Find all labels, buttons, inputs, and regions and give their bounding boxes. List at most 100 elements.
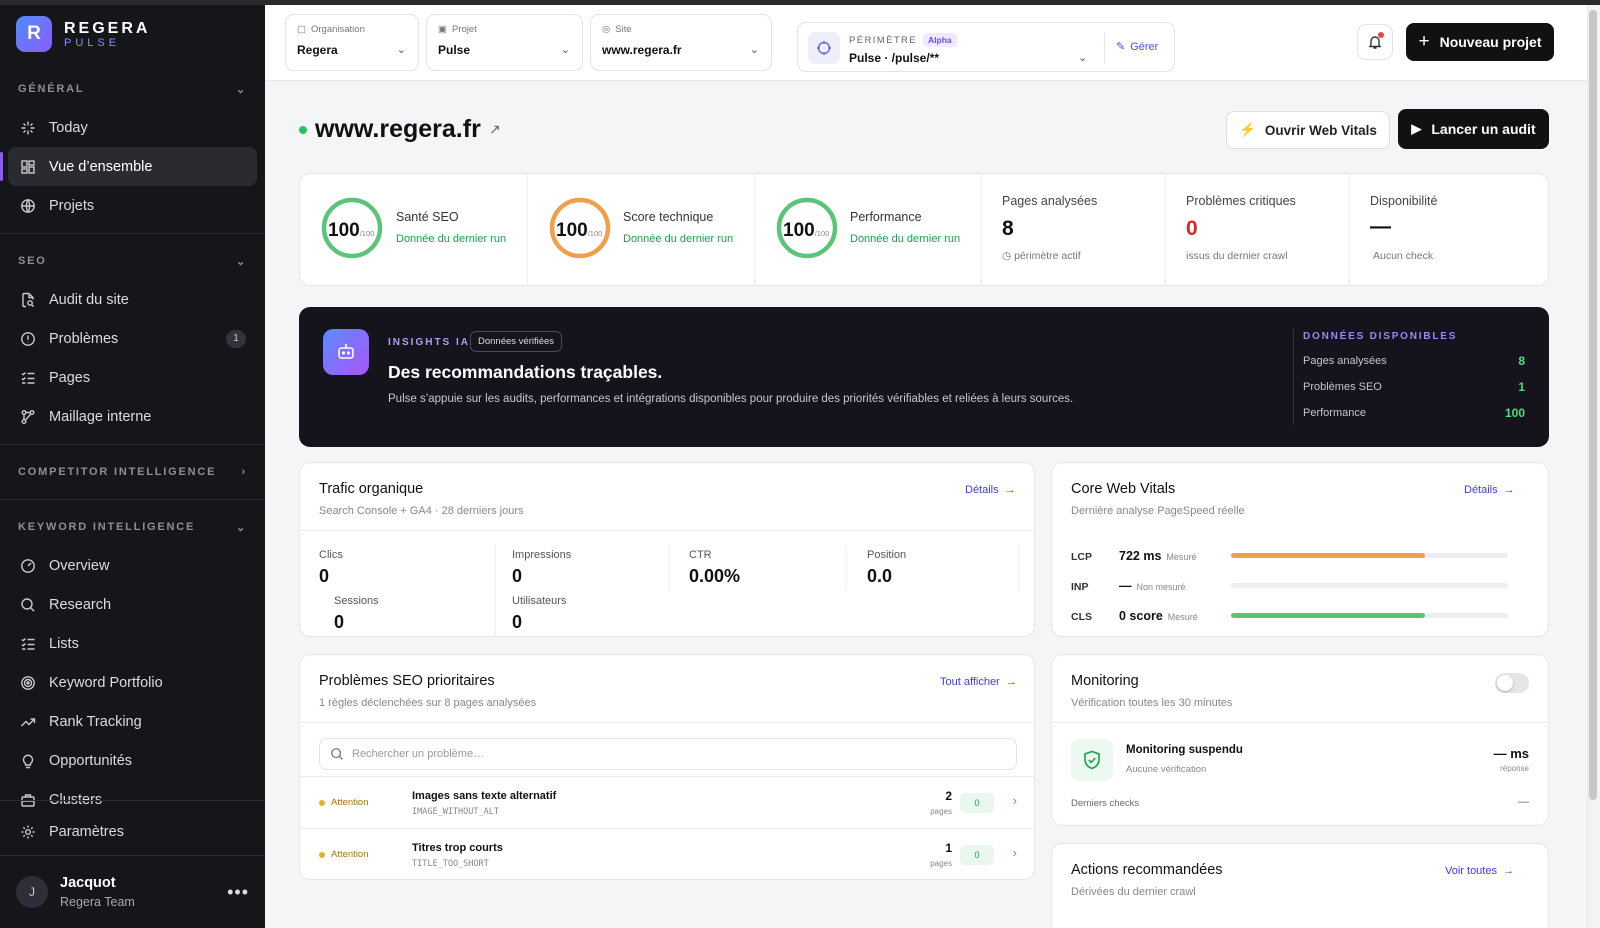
show-all-link[interactable]: Tout afficher → [940,676,1017,688]
sidebar-item-overview[interactable]: Overview [8,546,257,585]
cwv-details-link[interactable]: Détails → [1464,484,1515,496]
issue-search-input[interactable]: Rechercher un problème… [319,738,1017,770]
core-web-vitals-card: Core Web Vitals Dernière analyse PageSpe… [1051,462,1549,637]
sidebar-item-keyword-portfolio[interactable]: Keyword Portfolio [8,663,257,702]
sidebar-item-clusters[interactable]: Clusters [8,780,257,819]
organisation-select[interactable]: ▢ Organisation Regera ⌄ [285,14,419,71]
seo-issues-card: Problèmes SEO prioritaires 1 règles décl… [299,654,1036,880]
run-audit-button[interactable]: ▶ Lancer un audit [1398,109,1549,149]
grid-icon [19,158,37,176]
chevron-down-icon: ⌄ [235,83,247,96]
section-seo[interactable]: SEO ⌄ [0,242,265,280]
divider [1293,329,1294,425]
metric-value: 0 [319,566,330,586]
sidebar-footer: Paramètres [0,800,265,851]
card-title: Problèmes SEO prioritaires [319,673,495,689]
project-label: ▣ Projet [438,24,571,35]
sidebar-item-problemes[interactable]: Problèmes 1 [8,319,257,358]
list-check-icon [19,635,37,653]
clock-icon: ◷ [1002,250,1012,262]
issue-unit: pages [930,807,952,816]
toggle-knob [1497,675,1513,691]
cwv-bar [1231,553,1508,558]
data-row-label: Problèmes SEO [1303,381,1382,393]
sidebar-item-maillage[interactable]: Maillage interne [8,397,257,436]
brand[interactable]: R REGERA PULSE [16,16,150,52]
sidebar-item-research[interactable]: Research [8,585,257,624]
traffic-details-link[interactable]: Détails → [965,484,1016,496]
divider [0,499,265,500]
cwv-value-text: — [1119,579,1132,593]
section-title: GÉNÉRAL [18,83,85,95]
stat-value: — [1370,215,1391,238]
open-web-vitals-button[interactable]: ⚡ Ouvrir Web Vitals [1226,111,1390,149]
sidebar-item-opportunites[interactable]: Opportunités [8,741,257,780]
metric-label: Clics [319,549,343,561]
sidebar-item-audit[interactable]: Audit du site [8,280,257,319]
sidebar-item-parametres[interactable]: Paramètres [8,812,257,851]
section-general[interactable]: GÉNÉRAL ⌄ [0,70,265,108]
section-keyword[interactable]: KEYWORD INTELLIGENCE ⌄ [0,508,265,546]
cwv-value-text: 722 ms [1119,549,1162,563]
page-title: www.regera.fr [315,115,481,143]
external-link-icon[interactable]: ↗ [489,121,501,137]
sidebar-item-projets[interactable]: Projets [8,186,257,225]
cwv-metric-value: 0 score Mesuré [1119,609,1198,623]
lightbulb-icon [19,752,37,770]
cwv-metric-name: INP [1071,581,1089,593]
see-all-actions-link[interactable]: Voir toutes → [1445,865,1514,877]
status-dot [299,126,307,134]
verified-badge: Données vérifiées [470,331,563,352]
monitoring-status: Monitoring suspendu [1126,744,1243,756]
sidebar-item-label: Maillage interne [49,408,152,425]
data-row-value: 8 [1518,354,1525,368]
sidebar-item-vue-ensemble[interactable]: Vue d’ensemble [0,147,257,186]
scrollbar-thumb[interactable] [1589,10,1597,800]
chevron-down-icon: ⌄ [235,255,247,268]
new-project-button[interactable]: + Nouveau projet [1406,23,1554,61]
section-title: KEYWORD INTELLIGENCE [18,521,196,533]
cwv-metric-value: — Non mesuré [1119,579,1186,593]
monitoring-toggle[interactable] [1495,673,1529,693]
folder-icon: ▣ [438,24,447,35]
manage-perimeter-button[interactable]: ✎ Gérer [1116,40,1158,54]
select-label: Organisation [310,24,365,35]
arrow-right-icon: → [1503,484,1515,496]
sidebar-item-rank-tracking[interactable]: Rank Tracking [8,702,257,741]
stat-sub: issus du dernier crawl [1186,250,1288,262]
score-max: /100 [587,229,603,238]
card-subtitle: Vérification toutes les 30 minutes [1071,697,1233,709]
card-subtitle: 1 règles déclenchées sur 8 pages analysé… [319,697,537,709]
score-label: Score technique [623,210,714,224]
section-competitor[interactable]: COMPETITOR INTELLIGENCE › [0,453,265,491]
more-icon[interactable]: ••• [227,881,249,902]
project-select[interactable]: ▣ Projet Pulse ⌄ [426,14,583,71]
response-time: — ms [1493,746,1529,761]
site-select[interactable]: ◎ Site www.regera.fr ⌄ [590,14,772,71]
plus-icon: + [1418,31,1430,52]
issue-fixed-chip: 0 [960,845,994,865]
sidebar-item-pages[interactable]: Pages [8,358,257,397]
issue-row[interactable]: Attention Images sans texte alternatif I… [300,776,1036,828]
divider [300,722,1034,723]
sidebar-item-today[interactable]: Today [8,108,257,147]
score-max: /100 [359,229,375,238]
sidebar-item-lists[interactable]: Lists [8,624,257,663]
chevron-down-icon: ⌄ [1078,52,1088,64]
user-menu[interactable]: J Jacquot Regera Team ••• [0,855,265,928]
sidebar-item-label: Research [49,596,112,613]
issue-row[interactable]: Attention Titres trop courts TITLE_TOO_S… [300,828,1036,880]
sidebar-item-label: Audit du site [49,291,129,308]
score-sub: Donnée du dernier run [396,233,507,245]
pencil-icon: ✎ [1116,41,1126,53]
perimeter-selector[interactable]: PÉRIMÈTRE Alpha Pulse · /pulse/** ⌄ ✎ Gére… [797,22,1175,72]
sidebar-item-label: Keyword Portfolio [49,674,163,691]
metric-label: CTR [689,549,712,561]
notifications-button[interactable] [1357,24,1393,60]
issue-count: 2 [945,789,952,803]
score-sub: Donnée du dernier run [850,233,961,245]
sidebar-item-label: Overview [49,557,110,574]
metric-label: Utilisateurs [512,595,567,607]
issue-title: Images sans texte alternatif [412,790,557,802]
select-value: www.regera.fr [602,43,682,57]
